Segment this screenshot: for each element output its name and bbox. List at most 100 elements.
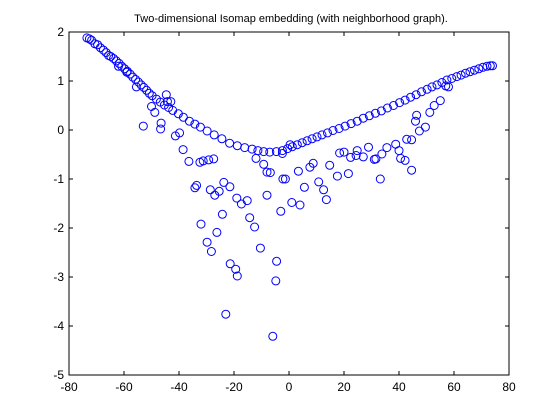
y-tick-label: -2: [53, 221, 64, 235]
data-point: [358, 113, 368, 123]
y-tick-label: 2: [57, 25, 64, 39]
x-tick-label: 80: [502, 380, 516, 394]
data-point: [425, 107, 435, 117]
data-point: [293, 166, 303, 176]
data-point: [265, 147, 275, 157]
y-tick-label: -1: [53, 172, 64, 186]
y-tick-label: 1: [57, 74, 64, 88]
data-point: [128, 72, 138, 82]
data-point: [271, 147, 281, 157]
data-point: [474, 64, 484, 74]
chart-title: Two-dimensional Isomap embedding (with n…: [134, 13, 448, 25]
data-point: [319, 185, 329, 195]
data-point: [268, 331, 278, 341]
data-point: [111, 56, 121, 66]
data-point: [328, 126, 338, 135]
data-point: [375, 174, 385, 184]
data-point: [323, 128, 332, 138]
data-point: [98, 45, 108, 55]
data-point: [202, 237, 212, 247]
data-point: [321, 195, 331, 205]
data-point: [287, 142, 297, 152]
data-point: [131, 75, 141, 84]
data-point: [382, 143, 392, 153]
data-point: [295, 200, 305, 210]
data-point: [212, 227, 222, 237]
data-point: [447, 74, 457, 83]
data-point: [250, 222, 260, 232]
data-point: [407, 135, 417, 145]
data-point: [156, 118, 166, 128]
data-point: [209, 154, 219, 164]
data-point: [411, 90, 421, 100]
data-point: [162, 97, 172, 107]
data-point: [225, 259, 235, 269]
data-point: [262, 190, 272, 200]
data-point: [377, 149, 387, 159]
data-point: [297, 138, 307, 148]
data-point: [314, 177, 324, 187]
data-point: [210, 190, 220, 200]
data-point: [166, 97, 176, 107]
data-point: [429, 101, 439, 110]
data-point: [469, 65, 479, 75]
data-point: [358, 152, 368, 162]
y-tick-label: -4: [53, 319, 64, 333]
data-point: [352, 116, 362, 126]
data-point: [325, 160, 335, 170]
data-point: [225, 182, 235, 192]
y-tick-label: 0: [57, 123, 64, 137]
data-point: [427, 82, 437, 92]
y-tick-label: -3: [53, 270, 64, 284]
data-point: [196, 219, 206, 229]
data-point: [150, 107, 160, 117]
data-point: [351, 151, 361, 160]
data-point: [247, 144, 257, 154]
x-tick-label: -20: [225, 380, 243, 394]
data-point: [364, 142, 373, 152]
data-point: [411, 116, 420, 126]
data-point: [335, 148, 345, 158]
data-points: [82, 33, 497, 341]
data-point: [442, 75, 452, 85]
data-point: [202, 126, 212, 136]
x-tick-label: -60: [115, 380, 133, 394]
x-tick-label: 60: [447, 380, 461, 394]
data-point: [175, 128, 185, 138]
data-point: [302, 136, 312, 146]
data-point: [346, 119, 356, 129]
data-point: [441, 81, 451, 91]
data-point: [122, 67, 132, 77]
data-point: [432, 80, 442, 90]
data-point: [339, 147, 349, 157]
data-point: [265, 168, 275, 178]
data-point: [369, 154, 379, 164]
data-point: [488, 61, 497, 71]
data-point: [219, 177, 229, 187]
data-point: [272, 256, 282, 266]
data-point: [255, 243, 265, 253]
y-tick-label: -5: [53, 368, 64, 382]
data-point: [452, 72, 462, 82]
data-point: [287, 198, 297, 207]
data-point: [382, 103, 392, 113]
data-point: [231, 264, 241, 274]
data-point: [217, 134, 227, 144]
data-point: [192, 180, 202, 190]
data-point: [317, 130, 327, 140]
data-point: [242, 196, 252, 206]
data-point: [389, 101, 398, 110]
data-point: [144, 88, 154, 98]
data-point: [407, 165, 417, 175]
data-point: [400, 155, 410, 165]
data-point: [292, 140, 302, 150]
data-point: [138, 121, 148, 131]
data-point: [277, 149, 287, 158]
data-point: [299, 182, 309, 192]
data-point: [114, 61, 123, 71]
data-point: [204, 155, 214, 165]
x-tick-label: -80: [60, 380, 78, 394]
data-point: [277, 146, 287, 156]
data-point: [259, 147, 269, 157]
data-point: [276, 206, 286, 216]
